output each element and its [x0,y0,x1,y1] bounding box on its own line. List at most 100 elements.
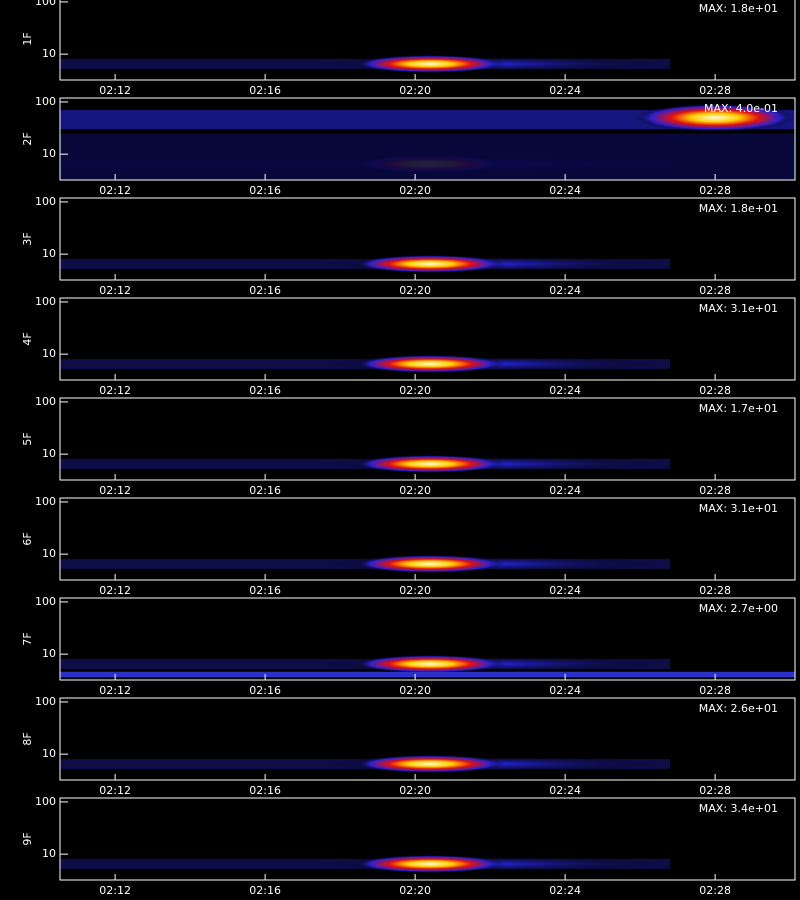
x-tick-label: 02:16 [249,384,281,397]
x-tick-label: 02:24 [549,284,581,297]
y-tick-label: 10 [42,47,56,60]
x-tick-label: 02:16 [249,784,281,797]
panel [60,754,671,773]
plot-frame [59,197,796,281]
plot-frame [59,497,796,581]
max-label: MAX: 1.8e+01 [699,2,778,15]
y-tick-label: 100 [35,595,56,608]
panel [60,354,671,373]
panel [60,854,671,873]
x-tick-label: 02:24 [549,384,581,397]
noise-band [60,110,795,130]
noise-floor [60,133,795,180]
x-tick-label: 02:28 [699,384,731,397]
x-tick-label: 02:16 [249,684,281,697]
y-tick-label: 100 [35,795,56,808]
x-tick-label: 02:28 [699,284,731,297]
x-tick-label: 02:28 [699,184,731,197]
max-label: MAX: 2.7e+00 [699,602,778,615]
plot-frame [59,97,796,181]
plot-frame [59,0,796,81]
panel [60,54,671,73]
x-tick-label: 02:20 [399,784,431,797]
x-tick-label: 02:24 [549,784,581,797]
y-tick-label: 10 [42,347,56,360]
panel-label: 1F [21,32,34,45]
x-tick-label: 02:24 [549,484,581,497]
x-tick-label: 02:24 [549,584,581,597]
x-tick-label: 02:16 [249,484,281,497]
panel-label: 4F [21,332,34,345]
emission-core [355,54,506,73]
panel-label: 3F [21,232,34,245]
panel [60,554,671,573]
x-tick-label: 02:16 [249,284,281,297]
emission-core [355,554,506,573]
panel-label: 8F [21,732,34,745]
x-tick-label: 02:12 [99,584,131,597]
max-label: MAX: 3.1e+01 [699,302,778,315]
y-tick-label: 100 [35,695,56,708]
emission-core [355,354,506,373]
x-tick-label: 02:12 [99,384,131,397]
x-tick-label: 02:20 [399,584,431,597]
x-tick-label: 02:12 [99,684,131,697]
plot-frame [59,397,796,481]
x-tick-label: 02:20 [399,884,431,897]
max-label: MAX: 3.4e+01 [699,802,778,815]
max-label: MAX: 3.1e+01 [699,502,778,515]
x-tick-label: 02:20 [399,384,431,397]
x-tick-label: 02:28 [699,884,731,897]
x-tick-label: 02:20 [399,284,431,297]
emission-core [355,854,506,873]
x-tick-label: 02:28 [699,584,731,597]
x-tick-label: 02:24 [549,184,581,197]
y-tick-label: 100 [35,0,56,8]
emission-core [355,654,506,673]
plot-frame [59,697,796,781]
y-tick-label: 100 [35,95,56,108]
x-tick-label: 02:24 [549,684,581,697]
max-label: MAX: 1.8e+01 [699,202,778,215]
x-tick-label: 02:12 [99,484,131,497]
x-tick-label: 02:20 [399,684,431,697]
panel-label: 2F [21,132,34,145]
y-tick-label: 100 [35,495,56,508]
plot-frame [59,297,796,381]
panel [60,654,795,678]
x-tick-label: 02:24 [549,884,581,897]
emission-core [355,454,506,473]
panel [60,254,671,273]
y-tick-label: 10 [42,647,56,660]
x-tick-label: 02:12 [99,884,131,897]
x-tick-label: 02:16 [249,184,281,197]
emission-core [635,103,795,132]
y-tick-label: 10 [42,547,56,560]
x-tick-label: 02:12 [99,184,131,197]
y-tick-label: 100 [35,195,56,208]
y-tick-label: 10 [42,447,56,460]
max-label: MAX: 2.6e+01 [699,702,778,715]
x-tick-label: 02:16 [249,584,281,597]
plot-frame [59,797,796,881]
panel-label: 9F [21,832,34,845]
y-tick-label: 10 [42,847,56,860]
y-tick-label: 10 [42,147,56,160]
panel-label: 7F [21,632,34,645]
emission-core [355,254,506,273]
x-tick-label: 02:20 [399,484,431,497]
x-tick-label: 02:20 [399,84,431,97]
x-tick-label: 02:20 [399,184,431,197]
y-tick-label: 10 [42,747,56,760]
x-tick-label: 02:12 [99,284,131,297]
x-tick-label: 02:24 [549,84,581,97]
max-label: MAX: 1.7e+01 [699,402,778,415]
panel [60,454,671,473]
y-tick-label: 100 [35,395,56,408]
noise-band [60,671,795,678]
x-tick-label: 02:28 [699,84,731,97]
plot-frame [59,597,796,681]
max-label: MAX: 4.0e-01 [704,102,778,115]
